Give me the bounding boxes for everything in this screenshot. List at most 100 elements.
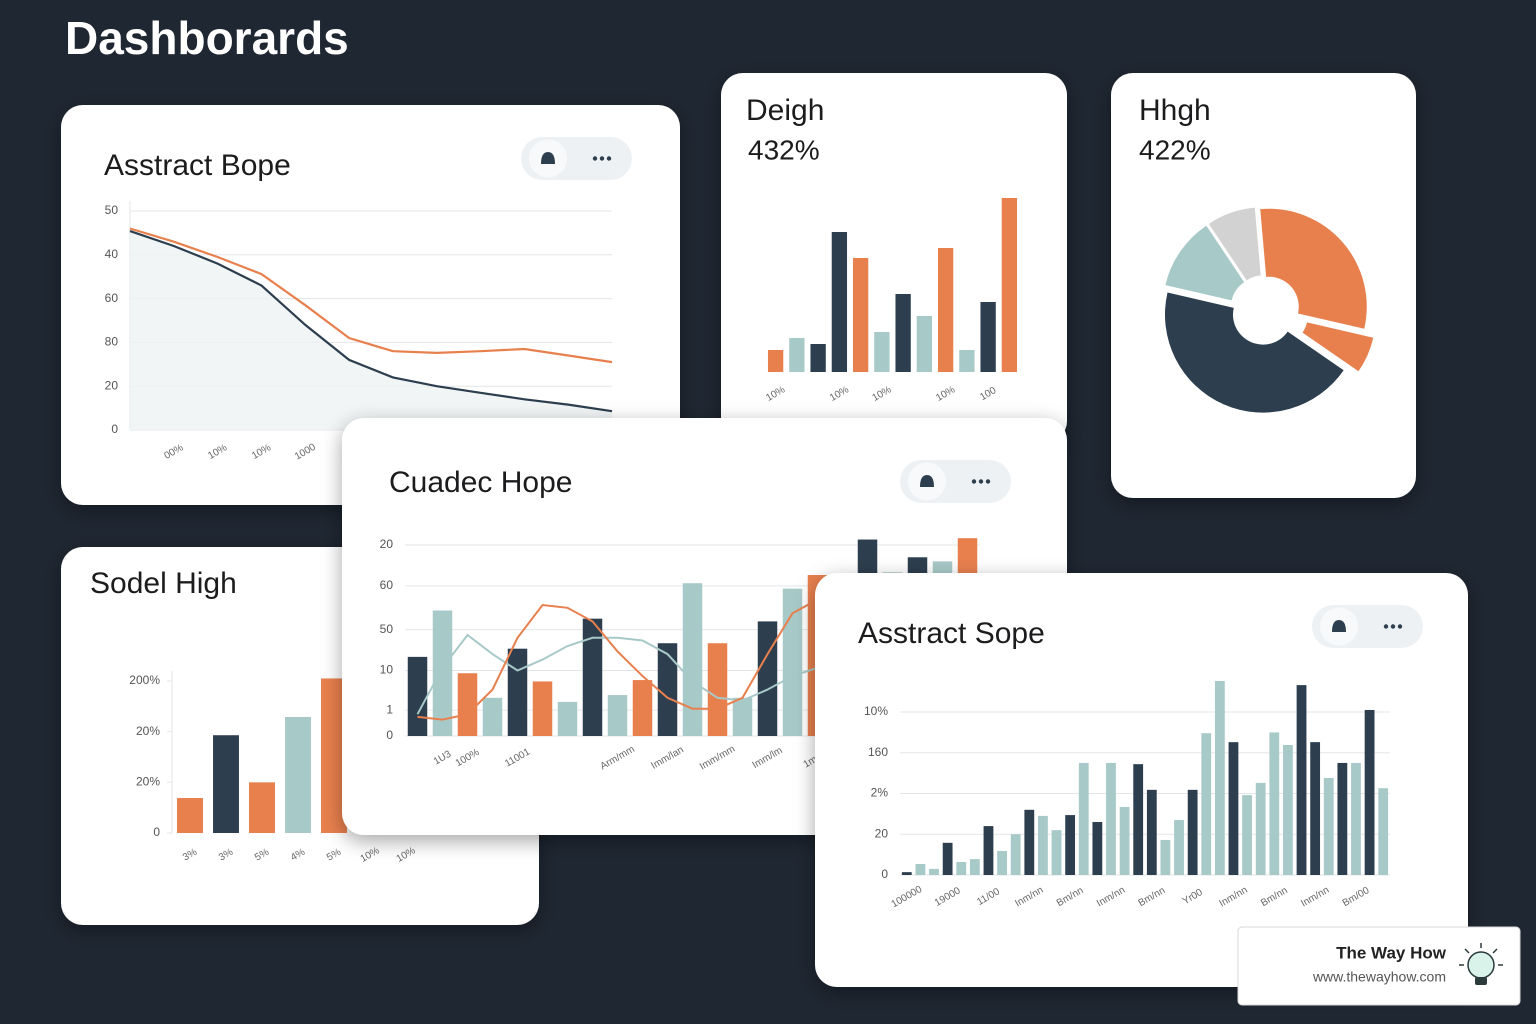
bar — [557, 701, 578, 736]
bar — [1269, 732, 1280, 875]
card-title: Asstract Sope — [858, 617, 1045, 650]
bar — [457, 673, 478, 736]
bar — [1337, 762, 1348, 875]
watermark: The Way How www.thewayhow.com — [1237, 926, 1521, 1006]
line — [417, 598, 818, 721]
bar — [1038, 815, 1048, 875]
y-tick-label: 0 — [153, 825, 160, 839]
bulb-ray — [1464, 948, 1470, 954]
y-tick-label: 10 — [380, 663, 394, 677]
bar — [956, 861, 967, 875]
bar — [682, 583, 703, 736]
bar — [482, 697, 503, 736]
bulb-base — [1475, 977, 1487, 985]
bar — [213, 735, 239, 833]
more-dot — [985, 479, 991, 484]
bell-icon — [1332, 620, 1346, 632]
bar — [767, 350, 784, 372]
bar — [1119, 806, 1130, 875]
bar — [407, 656, 428, 736]
bar — [810, 344, 826, 372]
more-dot — [1390, 624, 1396, 629]
y-tick-label: 2% — [871, 786, 889, 800]
y-tick-label: 1 — [386, 702, 393, 716]
bar — [895, 294, 911, 372]
bar — [249, 782, 275, 833]
y-tick-label: 20% — [136, 724, 160, 738]
page-title: Dashborards — [65, 12, 349, 64]
bar — [915, 863, 926, 875]
bar — [980, 302, 996, 372]
bar — [1092, 822, 1103, 875]
pie-slice — [1302, 322, 1374, 372]
bar — [1214, 681, 1225, 875]
y-tick-label: 0 — [111, 422, 118, 436]
bar — [983, 826, 994, 875]
bar — [1187, 789, 1198, 875]
pie-slice — [1208, 207, 1261, 281]
y-tick-label: 20% — [136, 775, 160, 789]
bulb-icon — [1467, 951, 1495, 979]
card-metric: 422% — [1139, 134, 1211, 165]
bar — [929, 868, 939, 875]
y-tick-label: 20 — [380, 537, 394, 551]
more-dot — [1397, 624, 1403, 629]
y-tick-label: 80 — [105, 335, 119, 349]
more-dot — [599, 156, 605, 161]
bar — [937, 248, 954, 372]
y-tick-label: 50 — [380, 622, 394, 636]
bar — [852, 258, 869, 372]
bar — [1310, 742, 1321, 875]
bar — [959, 350, 975, 372]
card-title: Deigh — [746, 94, 824, 127]
bar — [757, 621, 778, 736]
pie-slice — [1260, 208, 1367, 329]
bar — [1255, 782, 1266, 875]
more-button[interactable] — [579, 141, 627, 176]
bar — [1065, 815, 1076, 875]
watermark-url: www.thewayhow.com — [1312, 969, 1446, 985]
card-title: Asstract Bope — [104, 149, 291, 182]
bar — [607, 695, 628, 736]
bar — [285, 716, 311, 833]
line — [129, 230, 613, 413]
pie-slice — [1165, 225, 1245, 301]
y-tick-label: 10% — [864, 704, 888, 718]
more-button[interactable] — [1370, 609, 1418, 644]
watermark-box — [1237, 926, 1521, 1006]
bar — [789, 338, 805, 372]
bar — [782, 588, 803, 736]
y-tick-label: 0 — [881, 867, 888, 881]
bar — [177, 798, 203, 833]
bar — [901, 872, 912, 875]
bar — [1146, 789, 1157, 875]
bar — [1051, 830, 1062, 875]
more-dot — [1383, 624, 1389, 629]
bar — [1078, 762, 1089, 875]
y-tick-label: 50 — [105, 203, 119, 217]
y-tick-label: 60 — [105, 291, 119, 305]
bar — [1174, 819, 1184, 875]
bar — [532, 681, 553, 736]
bar — [1133, 764, 1144, 875]
bar — [874, 332, 890, 372]
card-background — [1111, 73, 1416, 498]
more-button[interactable] — [958, 464, 1006, 499]
bar — [969, 859, 980, 875]
bar — [1351, 762, 1361, 875]
card-title: Hhgh — [1139, 94, 1211, 127]
bar — [1296, 685, 1307, 875]
line — [129, 227, 613, 364]
bar — [432, 610, 453, 736]
y-tick-label: 200% — [129, 673, 160, 687]
bell-icon — [920, 475, 934, 487]
bar — [632, 680, 653, 736]
card-title: Sodel High — [90, 567, 237, 600]
more-dot — [971, 479, 977, 484]
bar — [1106, 762, 1116, 875]
y-tick-label: 0 — [386, 728, 393, 742]
